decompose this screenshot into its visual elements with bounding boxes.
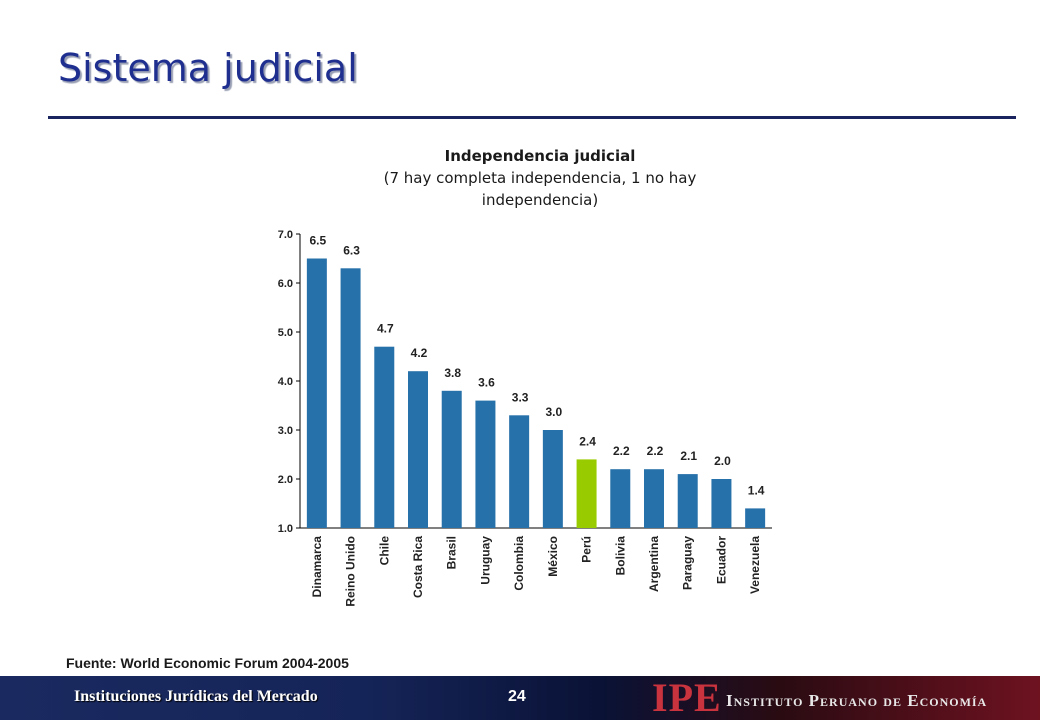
y-tick-label: 6.0 [278,278,293,290]
x-tick-label: Bolivia [613,536,627,576]
bar [610,469,631,528]
data-label: 2.4 [579,434,596,448]
slide-title: Sistema judicial [58,46,358,90]
x-tick-label: Reino Unido [344,536,358,607]
bar [408,371,428,528]
bar [542,430,563,528]
source-note: Fuente: World Economic Forum 2004-2005 [66,655,349,671]
x-tick-label: Chile [377,536,391,566]
x-tick-label: Perú [580,536,594,563]
x-tick-label: Ecuador [714,536,728,584]
data-label: 2.1 [680,449,697,463]
y-tick-label: 3.0 [278,425,293,437]
data-label: 3.8 [444,366,461,380]
bar [306,258,327,528]
bar [677,474,698,528]
bar [644,469,664,528]
y-tick-label: 7.0 [278,229,293,241]
x-tick-label: Colombia [512,536,526,591]
bar [745,508,766,528]
bar [340,268,361,528]
data-label: 4.2 [411,346,428,360]
data-label: 4.7 [377,322,394,336]
title-rule [48,116,1016,119]
chart-title: Independencia judicial [444,147,636,165]
x-tick-label: Paraguay [681,536,695,590]
chart-subtitle: (7 hay completa independencia, 1 no hay … [383,169,697,209]
institute-name: Instituto Peruano de Economía [726,691,988,710]
x-tick-label: Brasil [445,536,459,569]
data-label: 6.5 [310,234,327,248]
ipe-logo: IPE [652,675,722,720]
chart-title-block: Independencia judicial (7 hay completa i… [340,145,740,211]
x-tick-label: Venezuela [748,536,762,594]
y-tick-label: 5.0 [278,327,293,339]
footer-bar: Instituciones Jurídicas del Mercado 24 I… [0,676,1040,720]
page-number: 24 [508,688,526,705]
x-tick-label: México [546,536,560,577]
bar [475,400,496,528]
data-label: 1.4 [748,483,765,497]
data-label: 3.3 [512,390,529,404]
data-label: 2.2 [613,444,630,458]
bar [509,415,530,528]
y-tick-label: 1.0 [278,523,293,535]
data-label: 2.2 [647,444,664,458]
bar-chart: 1.0 2.0 3.0 4.0 5.0 6.0 7.0 6.5 Dinamarca 6.3 Rein… [278,229,772,607]
data-label: 3.0 [546,405,563,419]
data-label: 6.3 [343,243,360,257]
data-label: 3.6 [478,376,495,390]
x-tick-label: Uruguay [478,536,492,585]
bar [374,346,395,528]
bar [711,479,732,528]
bar [441,390,462,528]
x-tick-label: Costa Rica [411,536,425,598]
y-tick-label: 4.0 [278,376,293,388]
data-label: 2.0 [714,454,731,468]
x-tick-label: Dinamarca [310,536,324,598]
x-tick-label: Argentina [647,536,661,592]
footer-left-text: Instituciones Jurídicas del Mercado [74,688,318,705]
bar [576,459,597,528]
y-tick-label: 2.0 [278,474,293,486]
